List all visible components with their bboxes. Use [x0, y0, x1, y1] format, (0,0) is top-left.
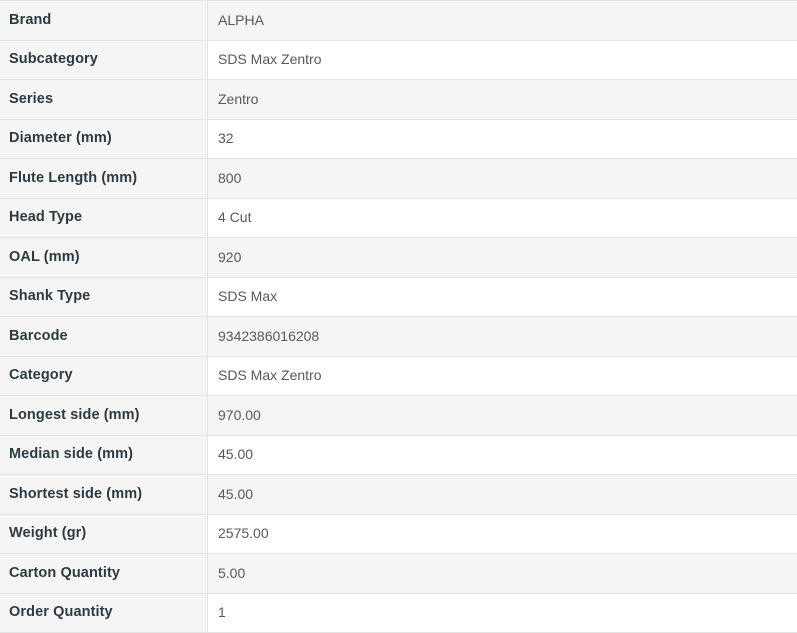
spec-value-cell: 5.00	[208, 554, 797, 594]
spec-value-cell: 970.00	[208, 396, 797, 436]
spec-value-cell: SDS Max Zentro	[208, 356, 797, 396]
spec-value-cell: 2575.00	[208, 514, 797, 554]
table-row: Diameter (mm)32	[0, 119, 797, 159]
spec-label-cell: Barcode	[0, 317, 208, 357]
spec-value-cell: 45.00	[208, 435, 797, 475]
spec-value-cell: 1	[208, 593, 797, 633]
table-row: Weight (gr)2575.00	[0, 514, 797, 554]
spec-label-cell: Brand	[0, 1, 208, 41]
spec-value-cell: 9342386016208	[208, 317, 797, 357]
spec-value-cell: ALPHA	[208, 1, 797, 41]
spec-label-cell: Carton Quantity	[0, 554, 208, 594]
spec-value-cell: 920	[208, 238, 797, 278]
table-row: Longest side (mm)970.00	[0, 396, 797, 436]
spec-label-cell: Diameter (mm)	[0, 119, 208, 159]
spec-label-cell: Subcategory	[0, 40, 208, 80]
spec-label-cell: OAL (mm)	[0, 238, 208, 278]
spec-label-cell: Head Type	[0, 198, 208, 238]
table-row: Flute Length (mm)800	[0, 159, 797, 199]
spec-value-cell: SDS Max Zentro	[208, 40, 797, 80]
spec-label-cell: Shortest side (mm)	[0, 475, 208, 515]
spec-value-cell: 4 Cut	[208, 198, 797, 238]
spec-value-cell: 45.00	[208, 475, 797, 515]
spec-label-cell: Weight (gr)	[0, 514, 208, 554]
table-row: Shortest side (mm)45.00	[0, 475, 797, 515]
spec-label-cell: Median side (mm)	[0, 435, 208, 475]
spec-label-cell: Series	[0, 80, 208, 120]
spec-label-cell: Order Quantity	[0, 593, 208, 633]
spec-value-cell: 32	[208, 119, 797, 159]
spec-label-cell: Category	[0, 356, 208, 396]
spec-label-cell: Longest side (mm)	[0, 396, 208, 436]
spec-value-cell: 800	[208, 159, 797, 199]
spec-label-cell: Shank Type	[0, 277, 208, 317]
spec-value-cell: Zentro	[208, 80, 797, 120]
table-row: OAL (mm)920	[0, 238, 797, 278]
spec-value-cell: SDS Max	[208, 277, 797, 317]
spec-label-cell: Flute Length (mm)	[0, 159, 208, 199]
table-row: Median side (mm)45.00	[0, 435, 797, 475]
